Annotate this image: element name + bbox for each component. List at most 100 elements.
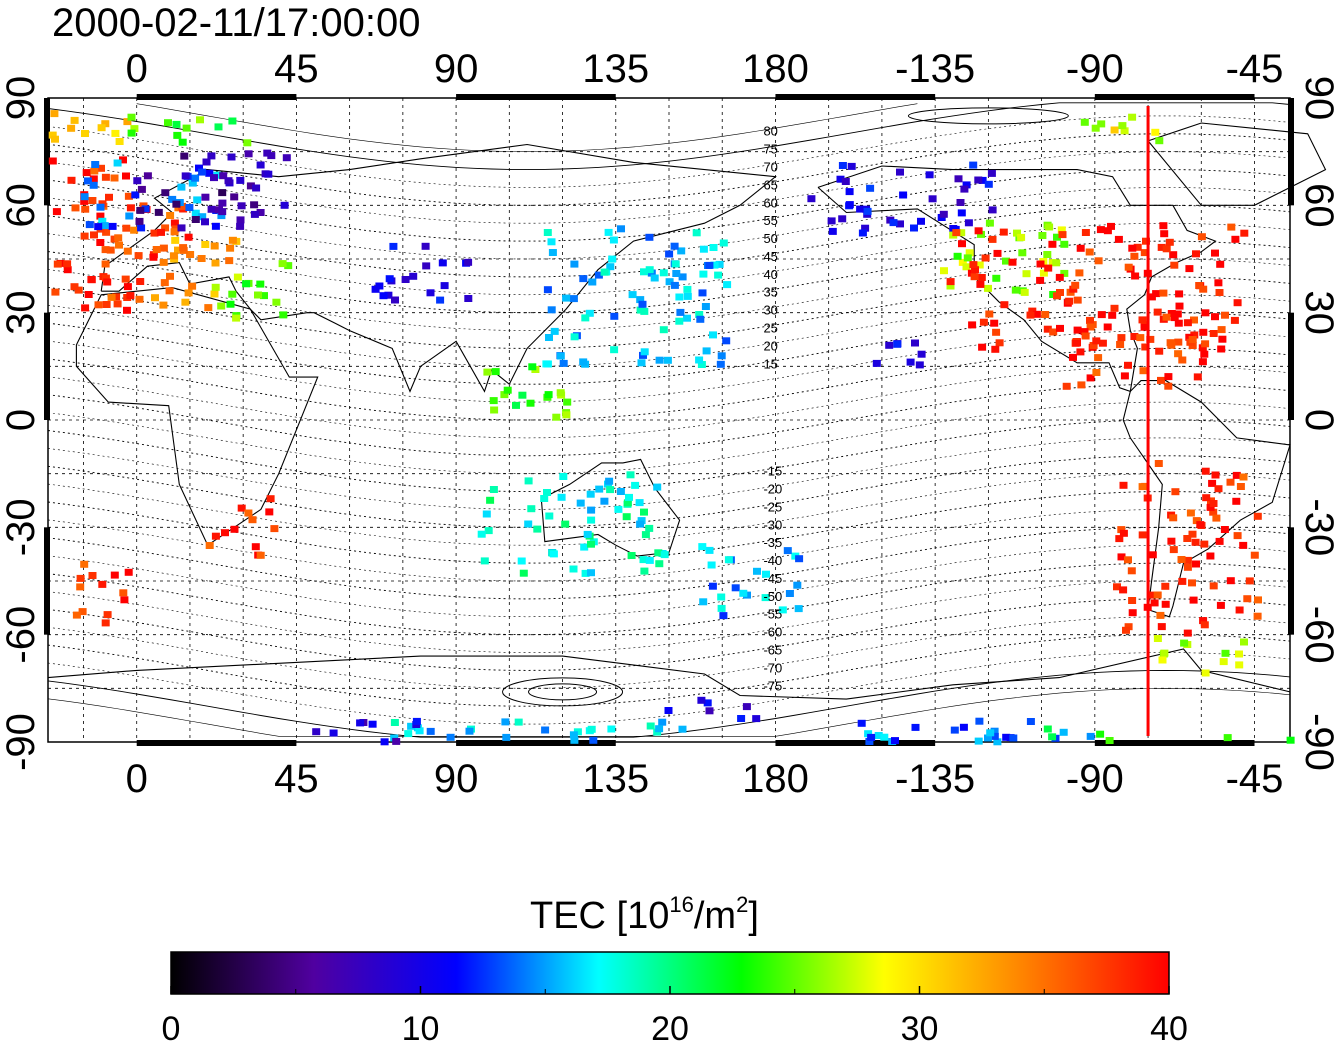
tec-cell (1183, 556, 1192, 564)
tec-cell (1223, 734, 1232, 742)
tec-cell (885, 341, 894, 349)
tec-cell (655, 560, 664, 568)
mag-contour (47, 634, 1291, 707)
tec-cell (640, 268, 648, 276)
tec-cell (981, 254, 990, 262)
tec-cell (543, 286, 552, 294)
tec-cell (645, 556, 654, 564)
tec-cell (210, 290, 219, 298)
tec-cell (719, 612, 728, 620)
tec-cell (1124, 556, 1132, 564)
tec-cell (272, 298, 281, 306)
tec-cell (177, 183, 186, 191)
tec-cell (143, 172, 152, 180)
tec-cell (659, 269, 668, 277)
tec-cell (899, 191, 908, 199)
tec-cell (683, 285, 692, 293)
tec-cell (1230, 316, 1239, 324)
tec-cell (390, 719, 399, 726)
tec-cell (198, 213, 207, 221)
tec-cell (181, 172, 190, 180)
lon-tick-bottom: 0 (126, 757, 148, 801)
tec-cell (696, 315, 705, 323)
tec-cell (123, 118, 132, 126)
tec-cell (1192, 250, 1200, 258)
tec-cell (625, 493, 633, 501)
tec-cell (1239, 473, 1248, 481)
tec-cell (1115, 535, 1124, 543)
tec-cell (1157, 243, 1166, 251)
mag-contour (47, 240, 1291, 314)
lat-tick-right: 30 (1297, 290, 1340, 335)
tec-cell (201, 218, 209, 226)
tec-cell (946, 282, 955, 290)
mag-lat-label: -70 (763, 660, 782, 675)
tec-cell (98, 580, 107, 588)
tec-cell (739, 589, 748, 597)
tec-cell (731, 584, 740, 592)
tec-cell (581, 569, 590, 577)
tec-cell (1138, 531, 1147, 539)
tec-cell (1036, 276, 1045, 284)
tec-cell (985, 310, 994, 318)
tec-cell (614, 505, 623, 513)
tec-cell (1156, 611, 1165, 619)
tec-cell (697, 361, 706, 368)
tec-cell (230, 193, 239, 201)
tec-cell (90, 167, 99, 175)
tec-cell (67, 176, 76, 184)
tec-cell (910, 224, 918, 232)
tec-cell (896, 168, 904, 176)
coastline (1122, 380, 1291, 618)
tec-cell (221, 529, 229, 537)
tec-cell (63, 266, 72, 274)
tec-cell (1105, 737, 1114, 744)
tec-cell (1188, 579, 1196, 587)
tec-cell (1191, 538, 1200, 546)
tec-cell (956, 199, 965, 206)
tec-cell (753, 567, 761, 575)
tec-cell (1183, 535, 1192, 542)
tec-cell (1226, 478, 1235, 486)
mag-lat-label: 55 (763, 213, 777, 228)
tec-cell (1154, 460, 1163, 467)
tec-cell (89, 175, 98, 183)
tec-cell (1167, 537, 1176, 545)
axis-tick-labels: 0045459090135135180180-135-135-90-90-45-… (0, 47, 1340, 801)
tec-cell (248, 516, 257, 524)
tec-cell (111, 129, 120, 137)
tec-cell (70, 116, 79, 124)
tec-cell (677, 247, 686, 255)
lon-tick-top: 135 (582, 47, 649, 91)
tec-cell (524, 477, 533, 485)
tec-cell (963, 254, 972, 262)
tec-cell (404, 730, 413, 738)
tec-cell (550, 327, 559, 335)
tec-cell (1048, 733, 1057, 741)
tec-cell (616, 488, 625, 495)
tec-cell (1208, 479, 1217, 487)
lon-tick-bottom: 90 (434, 757, 479, 801)
tec-cell (180, 152, 189, 160)
tec-cell (1235, 650, 1243, 658)
tec-cell (549, 550, 558, 558)
tec-cell (958, 258, 967, 266)
tec-cell (1057, 226, 1066, 234)
tec-cell (708, 582, 717, 590)
tec-cell (964, 219, 973, 227)
right-border-segment (1288, 312, 1294, 420)
tec-cell (1124, 623, 1133, 631)
tec-cell (1026, 718, 1035, 725)
tec-cell (1071, 281, 1080, 289)
tec-cell (1211, 249, 1219, 257)
tec-cell (1028, 307, 1037, 315)
tec-cell (1107, 222, 1115, 230)
tec-cell (409, 272, 418, 280)
tec-cell (595, 485, 604, 493)
tec-cell (517, 557, 526, 565)
tec-cell (123, 247, 132, 255)
tec-cell (999, 228, 1008, 236)
tec-cell (1097, 120, 1106, 128)
tec-cell (78, 608, 87, 616)
